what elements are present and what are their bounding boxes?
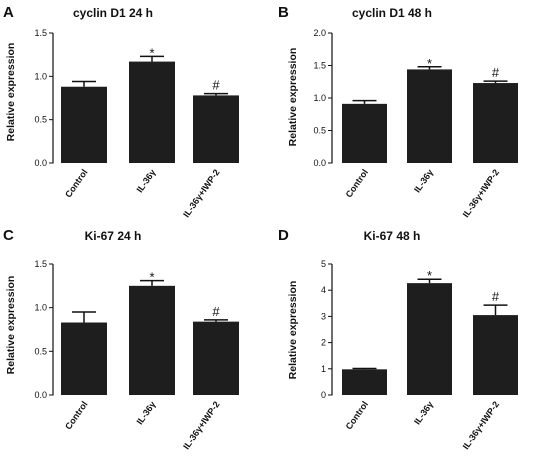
x-category-label: IL-36γ+IWP-2 [461, 399, 501, 451]
x-category-label: Control [63, 167, 90, 199]
significance-hash: # [492, 289, 500, 304]
chart-title: cyclin D1 48 h [352, 6, 432, 20]
x-category-label: IL-36γ+IWP-2 [461, 167, 501, 219]
x-category-label: IL-36γ [412, 399, 435, 426]
bar-3 [473, 83, 518, 163]
y-tick-label: 1.0 [313, 93, 326, 103]
y-tick-label: 1 [321, 364, 326, 374]
y-axis-title: Relative expression [287, 281, 299, 380]
bar-1 [61, 86, 107, 163]
significance-asterisk: * [149, 45, 154, 60]
y-tick-label: 1.0 [34, 71, 47, 81]
y-tick-label: 3 [321, 311, 326, 321]
bar-3 [473, 315, 518, 395]
y-tick-label: 0.5 [313, 126, 326, 136]
x-category-label: IL-36γ+IWP-2 [181, 167, 221, 219]
x-category-label: IL-36γ+IWP-2 [181, 399, 221, 451]
x-category-label: IL-36γ [412, 167, 435, 194]
significance-hash: # [212, 304, 220, 319]
bar-2 [407, 283, 452, 395]
y-axis-title: Relative expression [287, 48, 299, 147]
chart-title: Ki-67 48 h [364, 229, 421, 243]
panel-c: C Ki-67 24 h Relative expression 0.0 0.5 1.0 1… [3, 227, 239, 451]
x-category-label: Control [344, 399, 371, 431]
y-tick-label: 1.0 [34, 303, 47, 313]
panel-letter: C [3, 227, 14, 244]
y-tick-label: 0.0 [313, 158, 326, 168]
bar-2 [129, 285, 175, 395]
y-tick-label: 1.5 [34, 28, 47, 38]
y-tick-label: 4 [321, 285, 326, 295]
bar-1 [342, 369, 387, 395]
bar-1 [61, 322, 107, 395]
significance-hash: # [492, 65, 500, 80]
x-category-label: IL-36γ [135, 399, 158, 426]
y-tick-label: 1.5 [313, 61, 326, 71]
panel-letter: D [278, 227, 289, 244]
y-tick-label: 5 [321, 259, 326, 269]
x-category-label: Control [63, 399, 90, 431]
y-tick-label: 0.5 [34, 115, 47, 125]
bar-3 [193, 321, 239, 395]
significance-asterisk: * [427, 268, 432, 283]
bar-2 [129, 61, 175, 163]
chart-title: cyclin D1 24 h [73, 6, 153, 20]
y-axis-title: Relative expression [5, 43, 17, 142]
bar-1 [342, 103, 387, 163]
bar-2 [407, 69, 452, 163]
y-tick-label: 2.0 [313, 28, 326, 38]
panel-d: D Ki-67 48 h Relative expression 0 1 2 3 4 5 Cont… [278, 227, 518, 451]
y-axis-title: Relative expression [5, 276, 17, 375]
chart-title: Ki-67 24 h [85, 229, 142, 243]
panel-letter: A [3, 4, 14, 21]
significance-asterisk: * [427, 56, 432, 71]
x-category-label: IL-36γ [135, 167, 158, 194]
significance-hash: # [212, 78, 220, 93]
y-tick-label: 0.5 [34, 346, 47, 356]
y-tick-label: 0 [321, 390, 326, 400]
y-tick-label: 0.0 [34, 390, 47, 400]
y-tick-label: 2 [321, 338, 326, 348]
bar-3 [193, 95, 239, 163]
x-category-label: Control [344, 167, 371, 199]
panel-letter: B [278, 4, 289, 21]
y-tick-label: 0.0 [34, 158, 47, 168]
y-tick-label: 1.5 [34, 259, 47, 269]
significance-asterisk: * [149, 270, 154, 285]
